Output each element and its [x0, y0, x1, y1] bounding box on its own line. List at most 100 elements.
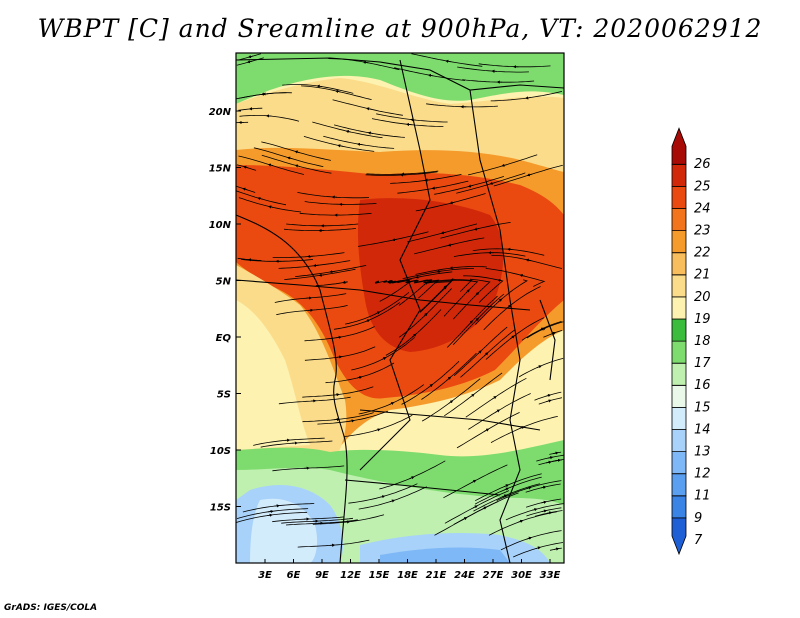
lat-tick-label: 15N: [209, 164, 232, 175]
streamline-arrow: [447, 243, 454, 247]
streamline-arrow: [375, 428, 381, 432]
streamline-arrow: [334, 393, 340, 397]
lake-outline: [539, 299, 556, 381]
streamline-arrow: [431, 186, 438, 190]
streamline-arrow: [465, 289, 470, 294]
streamline-arrow: [472, 505, 478, 509]
streamline-arrow: [525, 96, 531, 100]
colorbar-swatch: [671, 429, 687, 452]
colorbar-label: 20: [694, 290, 711, 305]
streamline-arrow: [243, 165, 249, 169]
streamline-arrow: [424, 178, 431, 182]
streamline-arrow: [268, 205, 274, 209]
streamline-arrow: [356, 142, 363, 146]
country-borders: [236, 57, 564, 563]
streamline-arrow: [477, 350, 482, 355]
streamline-arrow: [449, 266, 455, 270]
streamline-arrow: [356, 375, 363, 379]
wbpt-southeast-darkblue: [380, 547, 510, 563]
colorbar-swatch: [671, 340, 687, 364]
colorbar-label: 26: [694, 157, 711, 172]
colorbar-label: 19: [694, 312, 711, 327]
colorbar-swatch: [671, 252, 687, 276]
streamline-arrow: [541, 500, 547, 504]
streamline-arrow: [445, 59, 451, 63]
colorbar-swatch: [671, 296, 687, 320]
grads-credit: GrADS: IGES/COLA: [4, 603, 98, 613]
lon-tick-label: 27E: [483, 570, 504, 581]
streamline-arrow: [484, 352, 489, 357]
streamline-arrow: [503, 487, 510, 491]
streamline-arrow: [546, 460, 552, 464]
coastline-west: [236, 214, 348, 563]
lat-tick-label: EQ: [216, 333, 232, 344]
border-east: [469, 89, 521, 563]
streamline-arrow: [242, 187, 248, 191]
streamline-arrow: [329, 270, 335, 274]
streamline-arrow: [440, 231, 447, 235]
lon-tick-label: 6E: [287, 570, 301, 581]
colorbar-swatch: [671, 517, 687, 556]
colorbar-label: 13: [694, 445, 711, 460]
colorbar-label: 14: [694, 422, 711, 437]
wbpt-north-green: [236, 53, 564, 104]
streamline-arrow: [468, 320, 473, 325]
streamline-arrow: [336, 355, 343, 359]
streamline-arrow: [539, 327, 545, 331]
colorbar-swatch: [671, 186, 687, 209]
streamline-arrow: [365, 107, 372, 111]
streamline-arrow: [342, 280, 348, 284]
streamline-arrow: [473, 227, 480, 231]
streamline-arrow: [246, 60, 253, 64]
streamline-arrow: [336, 335, 342, 339]
streamline-arrow: [349, 419, 355, 423]
colorbar-label: 16: [694, 378, 711, 393]
colorbar-label: 17: [694, 356, 711, 371]
streamline-arrow: [312, 263, 319, 268]
streamline-arrow: [540, 485, 547, 489]
colorbar-label: 18: [694, 334, 711, 349]
streamline-arrow: [497, 278, 503, 283]
colorbar-swatch: [671, 208, 687, 231]
streamline-arrow: [462, 517, 468, 521]
colorbar-label: 11: [694, 489, 711, 504]
lat-tick-label: 20N: [209, 107, 232, 118]
streamline-arrow: [411, 333, 417, 338]
streamline-arrow: [364, 319, 371, 323]
wbpt-west-light: [236, 300, 310, 450]
streamline-arrow: [526, 536, 533, 540]
streamline-arrow: [555, 458, 562, 462]
colorbar: 7 9 11 12 13 14 15 16 17 18 19 20 21 22 23 24 25 26: [671, 127, 711, 556]
lon-tick-label: 12E: [340, 570, 361, 581]
lon-tick-label: 18E: [397, 570, 418, 581]
colorbar-label: 12: [694, 467, 711, 482]
streamline-arrow: [474, 317, 480, 322]
lon-tick-label: 30E: [511, 570, 532, 581]
colorbar-label: 24: [694, 201, 711, 216]
streamline-arrow: [294, 150, 300, 154]
streamline-arrow: [484, 428, 490, 432]
streamline-arrow: [362, 60, 369, 64]
streamline-arrow: [510, 335, 515, 340]
streamline-arrow: [519, 274, 525, 278]
streamline-arrow: [294, 164, 301, 168]
lon-tick-label: 33E: [540, 570, 561, 581]
longitude-axis: 3E 6E 9E 12E 15E 18E 21E 24E 27E 30E 33E: [258, 559, 561, 581]
streamline-arrow: [367, 131, 374, 135]
streamline-arrow: [423, 281, 428, 286]
streamline-arrow: [470, 393, 475, 398]
plot-frame: [235, 52, 565, 564]
border-north: [236, 57, 564, 91]
streamline-arrow: [257, 197, 263, 201]
lon-tick-label: 24E: [454, 570, 475, 581]
colorbar-label: 9: [694, 511, 702, 526]
lat-tick-label: 10S: [210, 446, 231, 457]
colorbar-swatch: [671, 127, 687, 165]
colorbar-swatch: [671, 230, 687, 254]
lat-tick-label: 5N: [216, 277, 232, 288]
streamline-arrow: [428, 383, 434, 388]
colorbar-label: 7: [694, 533, 703, 548]
streamline-arrow: [525, 258, 532, 262]
border-south-1: [359, 409, 541, 431]
streamline-arrow: [409, 476, 415, 480]
